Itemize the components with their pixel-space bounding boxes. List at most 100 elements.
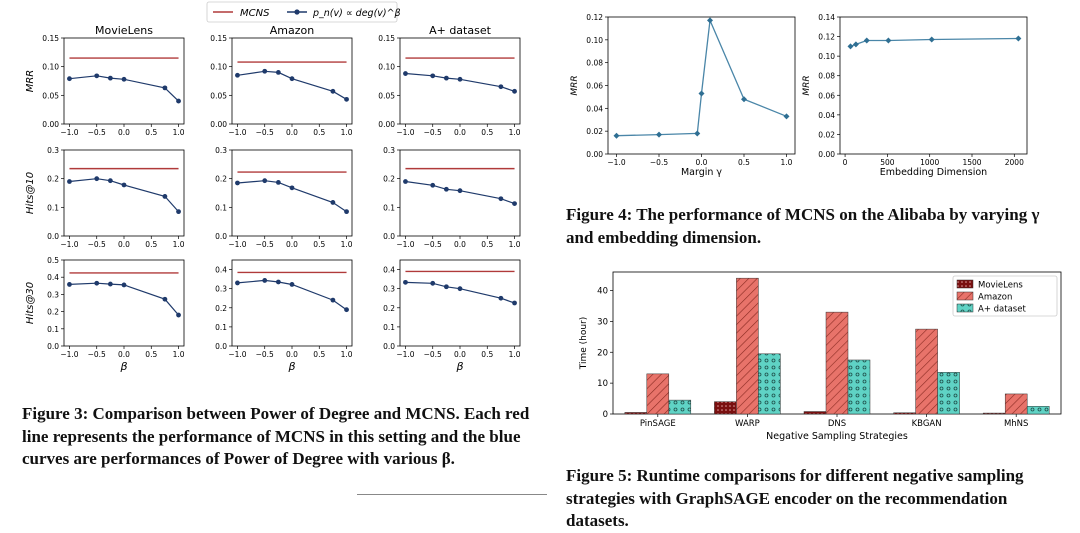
x-tick-label: MhNS xyxy=(1004,419,1028,429)
power-degree-point xyxy=(330,88,336,94)
runtime-bar xyxy=(915,328,938,415)
mrr-point xyxy=(741,96,747,103)
x-tick-label: 1.0 xyxy=(341,128,353,137)
y-tick-label: 0.1 xyxy=(215,323,227,332)
y-tick-label: 0.15 xyxy=(210,34,227,43)
x-tick-label: PinSAGE xyxy=(640,419,676,429)
power-degree-point xyxy=(498,295,504,301)
legend-label: A+ dataset xyxy=(978,305,1026,315)
x-tick-label: 1.0 xyxy=(173,240,185,249)
x-tick-label: 0.0 xyxy=(286,240,298,249)
x-tick-label: WARP xyxy=(735,419,760,429)
axes-frame xyxy=(399,259,521,347)
runtime-bar xyxy=(736,277,759,415)
y-tick-label: 0.04 xyxy=(586,104,603,113)
mrr-point xyxy=(1015,35,1022,42)
y-tick-label: 0.02 xyxy=(586,127,603,136)
x-tick-label: 500 xyxy=(880,158,895,167)
power-degree-point xyxy=(430,182,436,188)
power-degree-line xyxy=(405,72,515,92)
power-degree-point xyxy=(443,186,449,192)
figure3-caption: Figure 3: Comparison between Power of De… xyxy=(22,404,530,468)
power-degree-line xyxy=(237,279,347,311)
power-degree-point xyxy=(107,178,113,184)
x-axis-label: Margin γ xyxy=(681,167,722,178)
power-degree-point xyxy=(330,200,336,205)
power-degree-point xyxy=(162,296,168,302)
power-degree-line xyxy=(237,70,347,100)
x-tick-label: 0.5 xyxy=(313,350,325,359)
y-tick-label: 0.0 xyxy=(215,232,227,241)
runtime-bar xyxy=(646,373,670,415)
runtime-bar xyxy=(893,412,916,415)
power-degree-point xyxy=(121,182,127,188)
runtime-bar xyxy=(624,412,648,415)
power-degree-point xyxy=(235,180,240,186)
power-degree-point xyxy=(498,84,504,90)
legend-power-marker xyxy=(294,9,300,15)
power-degree-point xyxy=(498,196,504,202)
mrr-point xyxy=(863,37,870,44)
y-axis-label: MRR xyxy=(802,75,812,95)
x-tick-label: 0.5 xyxy=(481,350,493,359)
power-degree-point xyxy=(275,179,281,185)
mrr-point xyxy=(852,41,859,48)
y-tick-label: 0.0 xyxy=(383,342,395,351)
y-tick-label: 0.3 xyxy=(215,285,227,294)
x-tick-label: 1.0 xyxy=(341,350,353,359)
x-tick-label: 0.0 xyxy=(118,350,130,359)
power-degree-point xyxy=(162,85,168,91)
fig3-subplot: 0.0 0.1 0.2 0.3 −1.0 −0.5 0.0 0.5 1.0 xyxy=(383,146,521,249)
y-tick-label: 0.12 xyxy=(586,13,603,22)
x-tick-label: 0 xyxy=(843,158,848,167)
runtime-bar xyxy=(1026,406,1050,415)
x-tick-label: 0.5 xyxy=(145,240,157,249)
power-degree-point xyxy=(94,73,100,79)
x-tick-label: 1.0 xyxy=(509,128,521,137)
y-tick-label: 0.0 xyxy=(215,342,227,351)
mrr-point xyxy=(707,17,713,24)
power-degree-point xyxy=(403,71,408,76)
power-degree-point xyxy=(512,88,517,94)
power-degree-point xyxy=(403,279,408,285)
y-tick-label: 0.3 xyxy=(215,146,227,155)
y-axis-label: MRR xyxy=(570,75,580,95)
x-tick-label: 0.0 xyxy=(454,240,466,249)
fig3-subplot: 0.0 0.1 0.2 0.3 0.4 −1.0 −0.5 0.0 0.5 1.0 β xyxy=(383,259,521,373)
y-tick-label: 0.08 xyxy=(586,59,603,68)
power-degree-line xyxy=(237,180,347,213)
y-tick-label: 0.2 xyxy=(383,175,395,184)
power-degree-point xyxy=(289,282,295,287)
y-tick-label: 0.00 xyxy=(42,120,59,129)
mrr-point xyxy=(694,130,701,137)
y-tick-label: 0.10 xyxy=(378,63,395,72)
y-tick-label: 0.10 xyxy=(210,63,227,72)
y-tick-label: 0.06 xyxy=(586,82,603,91)
power-degree-point xyxy=(176,209,181,215)
x-tick-label: −1.0 xyxy=(396,128,414,137)
runtime-bar xyxy=(803,411,827,415)
x-tick-label: 1.0 xyxy=(341,240,353,249)
y-axis-label: Hits@10 xyxy=(25,172,36,214)
y-tick-label: 0.3 xyxy=(383,285,395,294)
power-degree-point xyxy=(67,179,72,184)
axes-frame xyxy=(231,149,353,237)
fig4-plot: 0.00 0.02 0.04 0.06 0.08 0.10 0.12 0.14 0 500 1000… xyxy=(802,13,1028,178)
y-tick-label: 0.04 xyxy=(818,111,835,120)
mrr-point xyxy=(847,43,854,50)
x-tick-label: −1.0 xyxy=(607,158,625,167)
runtime-bar xyxy=(758,353,781,415)
x-tick-label: 0.5 xyxy=(738,158,750,167)
y-tick-label: 0.2 xyxy=(383,304,395,313)
y-tick-label: 0.0 xyxy=(383,232,395,241)
y-tick-label: 0.10 xyxy=(586,36,603,45)
x-tick-label: 0.5 xyxy=(481,128,493,137)
power-degree-point xyxy=(289,76,295,82)
axes-frame xyxy=(607,16,796,155)
y-tick-label: 0.4 xyxy=(47,273,59,282)
y-tick-label: 0.3 xyxy=(47,146,59,155)
x-tick-label: 0.0 xyxy=(286,128,298,137)
runtime-bar xyxy=(982,412,1006,415)
x-tick-label: 1.0 xyxy=(509,350,521,359)
subplot-title: A+ dataset xyxy=(429,24,492,37)
